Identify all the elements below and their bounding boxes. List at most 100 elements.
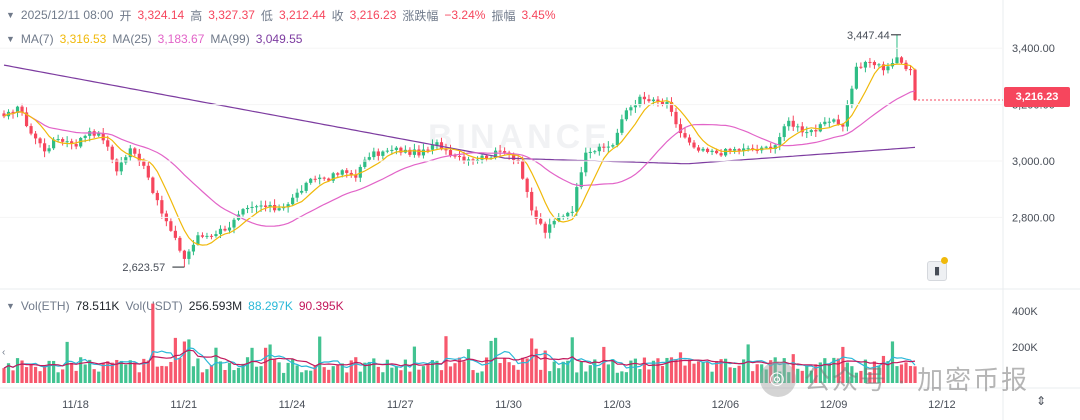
screenshot-icon[interactable]: ▮ bbox=[927, 261, 947, 281]
candle-body bbox=[223, 228, 227, 231]
candle-body bbox=[106, 140, 110, 147]
ma-collapse-icon[interactable]: ▼ bbox=[6, 34, 15, 44]
volume-bar bbox=[277, 362, 281, 383]
candle-body bbox=[863, 61, 868, 68]
candle-body bbox=[42, 143, 47, 152]
volume-bar bbox=[638, 369, 642, 383]
candle-body bbox=[313, 178, 317, 180]
ma25-line bbox=[3, 90, 916, 227]
volume-bar bbox=[593, 359, 597, 383]
volume-bar bbox=[295, 365, 299, 383]
candle-body bbox=[489, 157, 493, 159]
volume-bar bbox=[823, 358, 827, 383]
candle-body bbox=[2, 113, 6, 117]
volume-bar bbox=[223, 369, 227, 383]
collapse-caret-icon[interactable]: ▼ bbox=[6, 10, 15, 20]
candle-body bbox=[787, 120, 791, 127]
candle-body bbox=[503, 151, 507, 153]
volume-bar bbox=[678, 352, 683, 383]
volume-bar bbox=[778, 371, 782, 383]
candle-body bbox=[764, 146, 768, 148]
volume-bar bbox=[773, 357, 777, 383]
candle-body bbox=[340, 170, 344, 175]
volume-bar bbox=[881, 355, 886, 383]
volume-bar bbox=[300, 372, 304, 383]
volume-bar bbox=[372, 358, 376, 383]
volume-bar bbox=[620, 371, 624, 383]
candle-body bbox=[232, 219, 236, 228]
candle-body bbox=[435, 142, 439, 146]
volume-bar bbox=[539, 369, 543, 383]
candle-body bbox=[665, 101, 669, 105]
candle-body bbox=[638, 96, 642, 106]
time-tick-label: 12/03 bbox=[603, 399, 631, 411]
volume-bar bbox=[52, 360, 56, 383]
vol-ma2-value: 90.395K bbox=[298, 299, 344, 313]
watermark-text: 公众号 · 加密币报 bbox=[804, 365, 1030, 395]
candle-body bbox=[696, 147, 701, 151]
candle-body bbox=[629, 107, 633, 111]
volume-bar bbox=[245, 357, 250, 383]
wechat-logo-icon: ◎ bbox=[760, 360, 796, 397]
candle-body bbox=[687, 137, 692, 143]
volume-bar bbox=[769, 360, 773, 383]
close-label: 收 bbox=[331, 8, 344, 23]
volume-bar bbox=[178, 358, 182, 383]
time-tick-label: 11/18 bbox=[62, 399, 89, 411]
candle-body bbox=[426, 149, 430, 151]
volume-bar bbox=[151, 303, 155, 383]
candle-body bbox=[656, 99, 660, 102]
fit-screen-icon[interactable]: ⇕ bbox=[1035, 394, 1047, 408]
volume-bar bbox=[872, 361, 877, 383]
close-value: 3,216.23 bbox=[349, 8, 397, 22]
candle-body bbox=[390, 149, 394, 151]
volume-bar bbox=[6, 363, 11, 383]
candle-body bbox=[318, 177, 322, 180]
candle-body bbox=[169, 221, 173, 231]
volume-bar bbox=[805, 365, 809, 383]
volume-bar bbox=[79, 357, 83, 383]
volume-bar bbox=[913, 366, 917, 383]
candle-body bbox=[421, 149, 426, 156]
volume-bar bbox=[606, 364, 610, 383]
candle-body bbox=[908, 69, 913, 71]
volume-bar bbox=[552, 361, 556, 383]
volume-bar bbox=[218, 361, 223, 383]
candle-body bbox=[273, 205, 277, 211]
volume-bar bbox=[674, 359, 678, 383]
candle-body bbox=[800, 126, 804, 133]
volume-bar bbox=[724, 358, 728, 383]
candle-body bbox=[733, 149, 737, 151]
candle-body bbox=[832, 119, 836, 122]
volume-bar bbox=[557, 368, 561, 383]
vol-collapse-icon[interactable]: ▼ bbox=[6, 301, 15, 311]
candle-body bbox=[227, 227, 232, 231]
candle-body bbox=[778, 137, 782, 146]
candle-body bbox=[70, 141, 74, 144]
candle-body bbox=[128, 148, 132, 158]
scroll-left-icon[interactable]: ‹ bbox=[2, 347, 6, 358]
candle-body bbox=[886, 66, 890, 71]
candle-body bbox=[187, 251, 191, 259]
volume-bar bbox=[29, 364, 33, 383]
candle-body bbox=[381, 151, 385, 156]
candle-body bbox=[814, 130, 818, 132]
volume-bar bbox=[818, 362, 822, 383]
candle-body bbox=[877, 64, 881, 66]
volume-bar bbox=[11, 370, 15, 383]
volume-bar bbox=[394, 366, 398, 383]
time-tick-label: 12/09 bbox=[820, 399, 848, 411]
candle-body bbox=[525, 178, 529, 192]
candle-body bbox=[191, 244, 196, 252]
volume-bar bbox=[381, 372, 385, 383]
volume-bar bbox=[196, 358, 200, 383]
candle-body bbox=[29, 126, 33, 134]
amplitude-value: 3.45% bbox=[521, 8, 556, 22]
candle-body bbox=[692, 142, 696, 148]
volume-bar bbox=[746, 344, 750, 383]
candle-body bbox=[408, 149, 412, 155]
candle-body bbox=[444, 149, 448, 151]
vol-eth-value: 78.511K bbox=[75, 299, 120, 313]
volume-bar bbox=[660, 366, 665, 383]
